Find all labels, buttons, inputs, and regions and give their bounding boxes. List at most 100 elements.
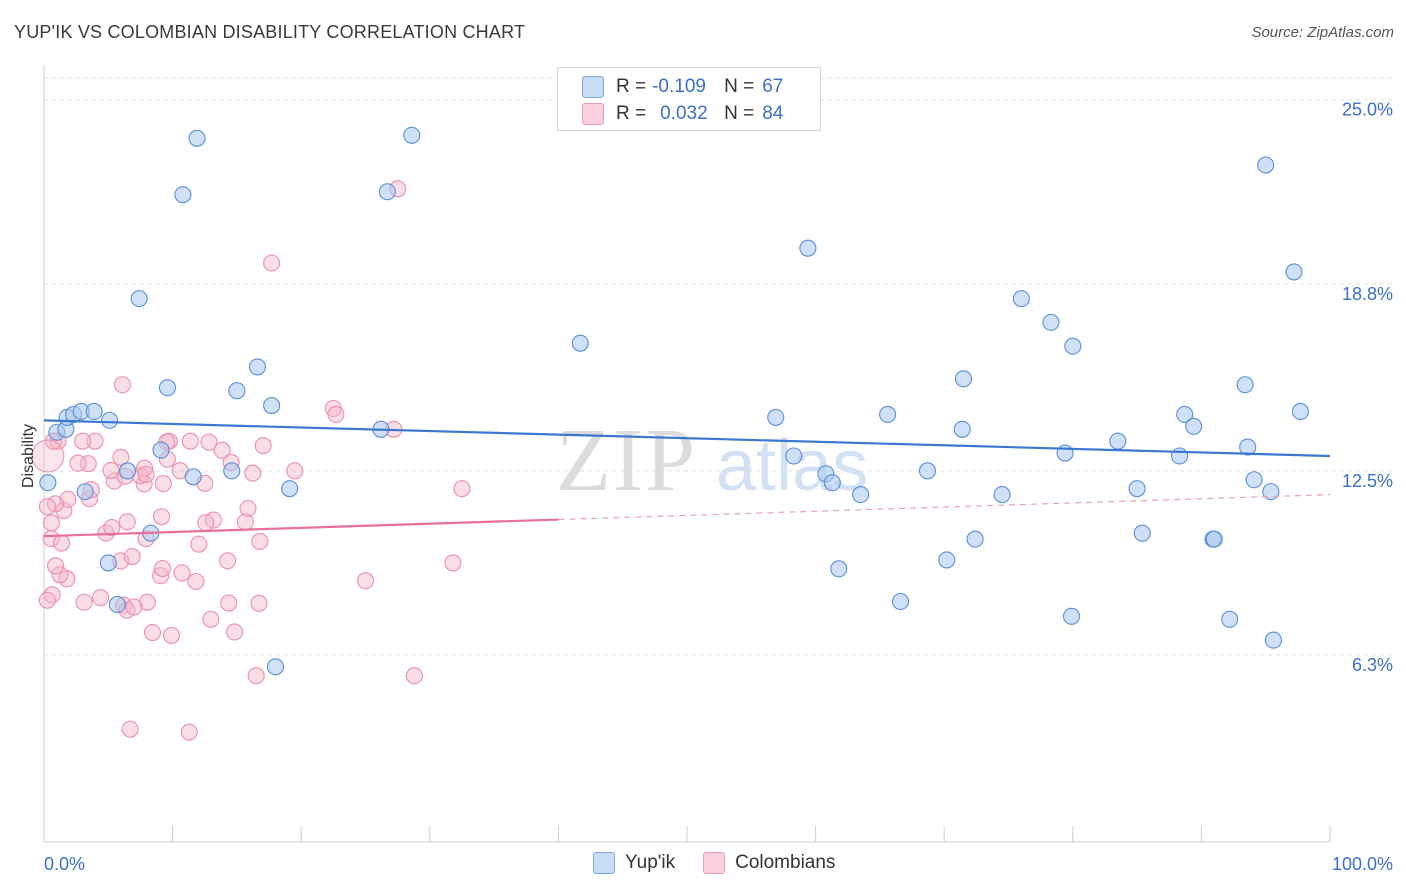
series-legend-colombians[interactable]: Colombians <box>703 852 835 874</box>
legend-r-label: R = <box>616 76 647 97</box>
yupik-point <box>767 408 785 426</box>
colombians-point <box>43 586 61 604</box>
yupik-point <box>108 595 126 614</box>
yupik-point <box>1012 290 1030 308</box>
y-tick-label: 18.8% <box>1342 284 1393 304</box>
colombians-point <box>219 552 237 570</box>
yupik-point <box>1064 337 1082 355</box>
yupik-point <box>101 411 119 429</box>
series-legend: Yup'ik Colombians <box>593 852 863 874</box>
colombians-trend-line-extension <box>558 494 1331 521</box>
colombians-point <box>197 514 215 532</box>
yupik-point <box>158 379 177 397</box>
colombians-trend-line <box>43 518 559 538</box>
yupik-point <box>571 334 589 352</box>
yupik-point <box>263 396 281 415</box>
legend-r-value: 0.032 <box>660 103 708 124</box>
colombians-point <box>263 254 281 272</box>
yupik-point <box>1170 447 1189 465</box>
yupik-point <box>1257 156 1275 174</box>
yupik-point <box>228 382 246 400</box>
yupik-point <box>993 486 1011 504</box>
colombians-point <box>125 598 143 616</box>
colombians-point <box>181 432 199 450</box>
colombians-point <box>356 572 375 590</box>
colombians-point <box>190 535 208 553</box>
yupik-point <box>1062 607 1081 625</box>
legend-row-colombians: R = 0.032 N = 84 <box>582 101 783 127</box>
legend-row-yupik: R = -0.109 N = 67 <box>582 74 783 100</box>
yupik-points <box>39 126 1309 676</box>
colombians-point <box>52 534 71 552</box>
yupik-point <box>85 402 103 421</box>
legend-n-label: N = <box>724 76 755 97</box>
colombians-point <box>239 499 257 518</box>
yupik-trend-line <box>43 419 1331 458</box>
yupik-point <box>1264 631 1282 649</box>
yupik-point <box>891 592 910 611</box>
yupik-point <box>879 405 897 423</box>
legend-n-label: N = <box>724 103 755 124</box>
yupik-point <box>1133 524 1151 542</box>
colombians-point <box>247 667 265 685</box>
colombians-point <box>220 594 238 612</box>
colombians-points <box>31 180 471 741</box>
y-tick-label: 12.5% <box>1342 471 1393 491</box>
colombians-point <box>74 432 92 450</box>
yupik-point <box>39 474 57 492</box>
yupik-point <box>281 480 299 498</box>
source-credit: Source: ZipAtlas.com <box>1251 24 1394 41</box>
colombians-point <box>38 591 56 609</box>
colombians-point <box>286 462 304 480</box>
colombians-point <box>75 593 93 611</box>
colombians-point <box>405 667 423 685</box>
yupik-point <box>184 468 202 486</box>
colombians-point <box>244 464 262 482</box>
colombians-point <box>47 557 65 575</box>
yupik-point <box>852 486 870 504</box>
colombians-point <box>51 566 69 584</box>
colombians-point <box>105 472 123 490</box>
colombians-point <box>254 436 272 455</box>
chart-title: YUP'IK VS COLOMBIAN DISABILITY CORRELATI… <box>14 22 526 42</box>
yupik-point <box>378 183 396 201</box>
axes <box>43 66 1331 843</box>
colombians-point <box>42 514 60 532</box>
yupik-point <box>1245 471 1263 489</box>
yupik-point <box>1185 417 1203 435</box>
colombians-point <box>187 572 205 591</box>
colombians-point <box>38 498 57 516</box>
yupik-point <box>174 186 192 204</box>
trend-lines <box>43 419 1331 538</box>
colombians-point <box>251 532 269 550</box>
colombians-point <box>69 454 87 472</box>
yupik-point <box>830 560 848 578</box>
yupik-point <box>1128 480 1146 498</box>
colombians-point <box>103 518 121 537</box>
x-tick-label-min: 0.0% <box>44 854 85 874</box>
legend-swatch-colombians <box>582 103 604 125</box>
yupik-point <box>403 126 421 144</box>
colombians-point <box>152 508 171 526</box>
legend-n-value: 67 <box>762 76 784 97</box>
yupik-point <box>918 462 937 480</box>
yupik-point <box>1291 402 1309 421</box>
yupik-point <box>1262 483 1280 501</box>
colombians-point <box>118 513 136 531</box>
yupik-point <box>223 462 241 480</box>
yupik-point <box>248 358 267 376</box>
series-legend-yupik[interactable]: Yup'ik <box>593 852 675 874</box>
colombians-point <box>444 554 462 572</box>
yupik-point <box>954 370 973 388</box>
colombians-point <box>226 623 244 641</box>
colombians-point <box>143 623 162 642</box>
colombians-point <box>121 720 139 738</box>
yupik-point <box>266 658 285 676</box>
colombians-point <box>327 405 345 423</box>
colombians-point <box>137 465 155 483</box>
stats-legend: R = -0.109 N = 67 R = 0.032 N = 84 <box>557 67 821 131</box>
grid-lines <box>44 77 1393 656</box>
colombians-point <box>250 594 268 612</box>
watermark: ZIP atlas <box>556 411 868 510</box>
